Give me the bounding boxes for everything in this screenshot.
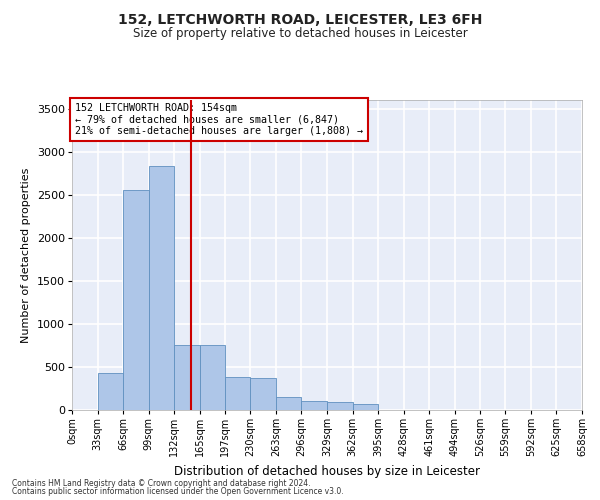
- Y-axis label: Number of detached properties: Number of detached properties: [22, 168, 31, 342]
- Bar: [276, 396, 301, 410]
- Text: Contains HM Land Registry data © Crown copyright and database right 2024.: Contains HM Land Registry data © Crown c…: [12, 478, 311, 488]
- Text: 152, LETCHWORTH ROAD, LEICESTER, LE3 6FH: 152, LETCHWORTH ROAD, LEICESTER, LE3 6FH: [118, 12, 482, 26]
- Bar: [327, 402, 353, 410]
- Text: Size of property relative to detached houses in Leicester: Size of property relative to detached ho…: [133, 28, 467, 40]
- Text: 152 LETCHWORTH ROAD: 154sqm
← 79% of detached houses are smaller (6,847)
21% of : 152 LETCHWORTH ROAD: 154sqm ← 79% of det…: [74, 103, 362, 136]
- Bar: [123, 190, 149, 410]
- Bar: [175, 344, 200, 410]
- Bar: [250, 378, 276, 410]
- Bar: [224, 378, 250, 410]
- X-axis label: Distribution of detached houses by size in Leicester: Distribution of detached houses by size …: [174, 464, 480, 477]
- Bar: [353, 404, 378, 410]
- Bar: [301, 401, 327, 410]
- Bar: [200, 346, 224, 410]
- Text: Contains public sector information licensed under the Open Government Licence v3: Contains public sector information licen…: [12, 487, 344, 496]
- Bar: [98, 373, 123, 410]
- Bar: [149, 166, 175, 410]
